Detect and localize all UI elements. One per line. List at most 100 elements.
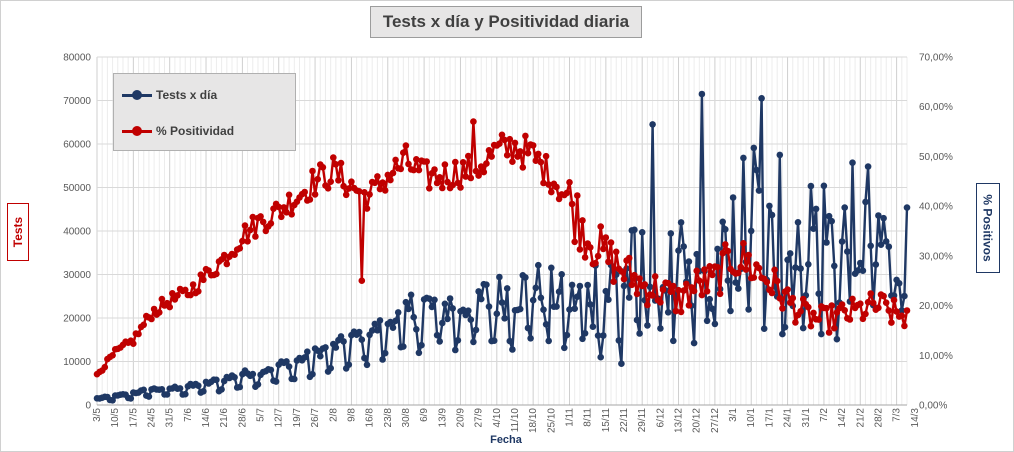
- data-point-positividad: [101, 363, 109, 371]
- data-point-positividad: [849, 295, 856, 303]
- data-point-positividad: [846, 316, 854, 323]
- data-point-tests: [747, 227, 755, 235]
- x-tick-label: 7/3: [892, 408, 903, 422]
- data-point-tests: [387, 318, 394, 326]
- x-tick-label: 27/9: [474, 408, 485, 428]
- data-point-positividad: [696, 277, 703, 285]
- data-point-positividad: [789, 294, 797, 302]
- data-point-positividad: [337, 159, 345, 167]
- x-tick-label: 14/6: [201, 408, 212, 428]
- x-tick-label: 21/2: [855, 408, 866, 428]
- data-point-positividad: [462, 173, 470, 180]
- data-point-tests: [200, 388, 207, 395]
- data-point-positividad: [680, 287, 687, 294]
- data-point-tests: [784, 256, 791, 264]
- data-point-positividad: [579, 217, 586, 224]
- data-point-positividad: [514, 153, 521, 160]
- data-point-positividad: [750, 274, 758, 281]
- data-point-positividad: [625, 254, 633, 262]
- data-point-positividad: [628, 281, 636, 289]
- data-point-tests: [231, 374, 238, 381]
- data-point-positividad: [592, 259, 599, 267]
- data-point-positividad: [706, 263, 713, 270]
- data-point-tests: [833, 335, 841, 343]
- data-point-positividad: [716, 290, 724, 298]
- x-tick-label: 6/9: [419, 408, 430, 422]
- data-point-tests: [625, 294, 633, 301]
- y-right-tick-label: 10,00%: [919, 351, 953, 362]
- data-point-tests: [859, 267, 867, 275]
- data-point-tests: [340, 338, 347, 345]
- data-point-positividad: [301, 188, 309, 196]
- data-point-positividad: [169, 290, 176, 297]
- data-point-tests: [664, 309, 672, 316]
- data-point-positividad: [423, 158, 431, 165]
- data-point-positividad: [545, 181, 552, 188]
- data-point-tests: [901, 292, 908, 300]
- data-point-tests: [361, 354, 368, 362]
- data-point-positividad: [701, 266, 708, 273]
- data-point-tests: [571, 305, 578, 313]
- x-tick-label: 14/2: [837, 408, 848, 428]
- data-point-tests: [838, 238, 846, 245]
- x-tick-label: 28/6: [237, 408, 248, 428]
- data-point-tests: [532, 284, 540, 292]
- data-point-tests: [467, 316, 475, 324]
- data-point-positividad: [605, 258, 612, 266]
- data-point-positividad: [467, 174, 475, 182]
- data-point-tests: [516, 305, 524, 313]
- data-point-tests: [638, 229, 646, 236]
- data-point-tests: [823, 239, 830, 246]
- data-point-positividad: [773, 277, 781, 285]
- data-point-positividad: [158, 295, 166, 303]
- x-tick-label: 10/1: [746, 408, 757, 428]
- data-point-positividad: [477, 163, 485, 170]
- data-point-positividad: [709, 271, 716, 279]
- data-point-positividad: [667, 288, 675, 296]
- data-point-tests: [477, 295, 485, 303]
- legend-label-tests: Tests x día: [156, 88, 218, 102]
- data-point-tests: [792, 264, 799, 271]
- x-tick-label: 25/10: [546, 408, 557, 433]
- data-point-tests: [327, 364, 335, 372]
- y-left-tick-label: 40000: [63, 227, 91, 238]
- data-point-positividad: [405, 160, 412, 168]
- data-point-tests: [594, 332, 602, 339]
- data-point-tests: [618, 360, 625, 368]
- data-point-positividad: [612, 248, 620, 256]
- data-point-tests: [857, 259, 864, 267]
- data-point-tests: [472, 326, 480, 334]
- y-left-tick-label: 80000: [63, 53, 91, 64]
- label-layer: 0 10000 20000 30000 40000 50000 60000 70000 8000…: [63, 53, 953, 447]
- y-right-tick-label: 30,00%: [919, 251, 953, 262]
- data-point-positividad: [535, 150, 542, 158]
- x-tick-label: 1/11: [565, 408, 576, 427]
- data-point-positividad: [259, 218, 267, 226]
- data-point-tests: [724, 277, 732, 284]
- x-tick-label: 24/5: [147, 408, 158, 428]
- data-point-tests: [719, 218, 726, 226]
- data-point-positividad: [355, 188, 363, 195]
- data-point-tests: [864, 163, 872, 170]
- data-point-tests: [535, 261, 542, 269]
- data-point-tests: [301, 354, 309, 361]
- data-point-tests: [781, 323, 789, 331]
- data-point-tests: [381, 349, 389, 357]
- data-point-positividad: [130, 340, 137, 348]
- data-point-tests: [182, 390, 189, 398]
- y-right-tick-label: 60,00%: [919, 102, 953, 113]
- data-point-tests: [797, 265, 804, 272]
- data-point-positividad: [755, 264, 763, 272]
- data-point-positividad: [506, 135, 514, 143]
- data-point-positividad: [415, 166, 423, 174]
- data-point-positividad: [597, 223, 604, 230]
- data-point-tests: [579, 335, 586, 343]
- data-point-tests: [589, 323, 597, 331]
- data-point-positividad: [236, 245, 244, 252]
- data-point-positividad: [548, 188, 555, 196]
- data-point-positividad: [148, 315, 155, 323]
- data-point-tests: [581, 330, 589, 337]
- data-point-tests: [195, 382, 202, 390]
- x-tick-label: 12/7: [274, 408, 285, 428]
